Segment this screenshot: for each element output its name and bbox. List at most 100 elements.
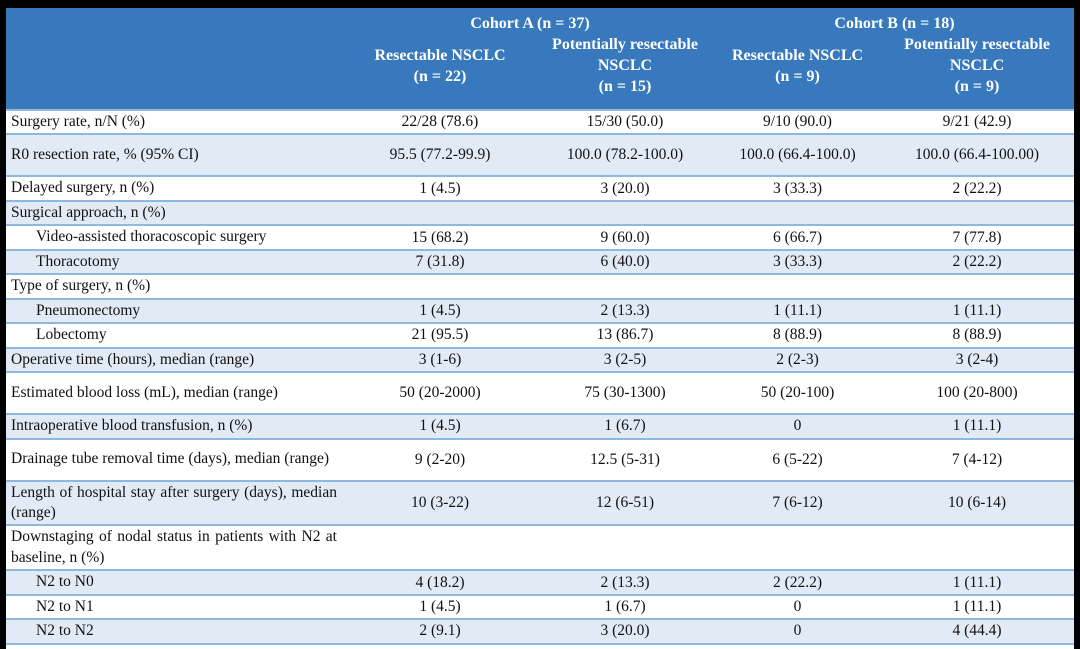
cell-value: 9/10 (90.0) — [715, 108, 880, 136]
row-label: N2 to N2 — [6, 619, 345, 645]
cell-value: 9 (60.0) — [535, 225, 715, 251]
surgery-outcomes-table: Cohort A (n = 37) Cohort B (n = 18) Rese… — [6, 8, 1075, 649]
column-name: Resectable NSCLC — [731, 46, 864, 64]
table-body: Surgery rate, n/N (%) 22/28 (78.6) 15/30 (… — [6, 108, 1075, 649]
table-row: Operative time (hours), median (range) 3 … — [6, 347, 1075, 374]
column-n: (n = 9) — [954, 77, 1000, 95]
cell-value: 100 (20-800) — [880, 372, 1075, 416]
row-label: Length of hospital stay after surgery (d… — [6, 480, 345, 527]
cell-value — [345, 200, 535, 227]
row-label: Surgery rate, n/N (%) — [6, 108, 345, 136]
column-header-row: Resectable NSCLC (n = 22) Potentially re… — [6, 34, 1075, 110]
row-label: Surgical complications, n (%) — [6, 643, 345, 649]
table-row: Delayed surgery, n (%) 1 (4.5) 3 (20.0) 3 (… — [6, 176, 1075, 202]
cell-value: 2 (13.3) — [535, 570, 715, 596]
cell-value: 10 (3-22) — [345, 480, 535, 527]
cell-value: 3 (20.0) — [535, 176, 715, 202]
row-label: Pneumonectomy — [6, 298, 345, 325]
row-label: Delayed surgery, n (%) — [6, 176, 345, 202]
cell-value: 2 (22.2) — [715, 570, 880, 596]
cell-value: 0 — [715, 643, 880, 649]
table-row: Surgery rate, n/N (%) 22/28 (78.6) 15/30 (… — [6, 108, 1075, 136]
cell-value: 0 — [715, 594, 880, 621]
cell-value — [880, 274, 1075, 300]
cell-value: 1 (11.1) — [880, 298, 1075, 325]
table-row: N2 to N1 1 (4.5) 1 (6.7) 0 1 (11.1) — [6, 594, 1075, 621]
column-name: Potentially resectable NSCLC — [552, 36, 698, 75]
row-label: Downstaging of nodal status in patients … — [6, 525, 345, 572]
cell-value: 1 (11.1) — [715, 298, 880, 325]
cell-value: 1 (11.1) — [880, 414, 1075, 440]
cell-value: 10 (6-14) — [880, 480, 1075, 527]
cell-value: 0 — [880, 643, 1075, 649]
cell-value: 9/21 (42.9) — [880, 108, 1075, 136]
row-label: N2 to N1 — [6, 594, 345, 621]
cell-value: 3 (33.3) — [715, 249, 880, 276]
table-row: R0 resection rate, % (95% CI) 95.5 (77.2-… — [6, 134, 1075, 178]
cell-value: 1 (11.1) — [880, 594, 1075, 621]
row-label: N2 to N0 — [6, 570, 345, 596]
cell-value: 0 — [715, 619, 880, 645]
table-row: Lobectomy 21 (95.5) 13 (86.7) 8 (88.9) 8 (88… — [6, 323, 1075, 349]
cell-value: 100.0 (66.4-100.00) — [880, 134, 1075, 178]
header-corner-cell — [6, 8, 345, 110]
cell-value: 7 (4-12) — [880, 438, 1075, 482]
cell-value: 3 (20.0) — [535, 643, 715, 649]
cell-value: 1 (4.5) — [345, 414, 535, 440]
cell-value — [715, 200, 880, 227]
column-n: (n = 9) — [775, 67, 820, 85]
table-row: Surgical complications, n (%)1 (4.5)3 (2… — [6, 643, 1075, 649]
column-header-resectable-b: Resectable NSCLC (n = 9) — [715, 34, 880, 110]
cell-value: 1 (4.5) — [345, 298, 535, 325]
table-row: Video-assisted thoracoscopic surgery 15 (… — [6, 225, 1075, 251]
cell-value: 12 (6-51) — [535, 480, 715, 527]
cell-value: 75 (30-1300) — [535, 372, 715, 416]
cell-value: 6 (66.7) — [715, 225, 880, 251]
table-row: Intraoperative blood transfusion, n (%) 1… — [6, 414, 1075, 440]
row-label: Lobectomy — [6, 323, 345, 349]
column-header-resectable-a: Resectable NSCLC (n = 22) — [345, 34, 535, 110]
cell-value — [715, 274, 880, 300]
column-header-potentially-resectable-a: Potentially resectable NSCLC (n = 15) — [535, 34, 715, 110]
cell-value: 13 (86.7) — [535, 323, 715, 349]
cell-value: 8 (88.9) — [880, 323, 1075, 349]
row-label: Intraoperative blood transfusion, n (%) — [6, 414, 345, 440]
column-n: (n = 15) — [598, 77, 652, 95]
cell-value — [880, 200, 1075, 227]
table-row: Downstaging of nodal status in patients … — [6, 525, 1075, 572]
cell-value: 7 (31.8) — [345, 249, 535, 276]
cell-value: 4 (18.2) — [345, 570, 535, 596]
cell-value: 100.0 (78.2-100.0) — [535, 134, 715, 178]
row-label: Video-assisted thoracoscopic surgery — [6, 225, 345, 251]
row-label: Thoracotomy — [6, 249, 345, 276]
table-row: N2 to N0 4 (18.2) 2 (13.3) 2 (22.2) 1 (11.1) — [6, 570, 1075, 596]
cell-value: 2 (9.1) — [345, 619, 535, 645]
cell-value: 0 — [715, 414, 880, 440]
cohort-a-header: Cohort A (n = 37) — [345, 8, 715, 34]
cell-value: 3 (2-5) — [535, 347, 715, 374]
row-label: Estimated blood loss (mL), median (range… — [6, 372, 345, 416]
cohort-header-row: Cohort A (n = 37) Cohort B (n = 18) — [6, 8, 1075, 110]
row-label: Surgical approach, n (%) — [6, 200, 345, 227]
cell-value — [535, 525, 715, 572]
cohort-b-header: Cohort B (n = 18) — [715, 8, 1075, 34]
table-row: Surgical approach, n (%) — [6, 200, 1075, 227]
cell-value: 100.0 (66.4-100.0) — [715, 134, 880, 178]
cell-value: 3 (33.3) — [715, 176, 880, 202]
table-row: N2 to N2 2 (9.1) 3 (20.0) 0 4 (44.4) — [6, 619, 1075, 645]
row-label: Operative time (hours), median (range) — [6, 347, 345, 374]
cell-value: 50 (20-100) — [715, 372, 880, 416]
cell-value: 1 (4.5) — [345, 643, 535, 649]
cell-value: 9 (2-20) — [345, 438, 535, 482]
cell-value — [345, 274, 535, 300]
table-row: Length of hospital stay after surgery (d… — [6, 480, 1075, 527]
cell-value: 1 (6.7) — [535, 414, 715, 440]
cell-value: 4 (44.4) — [880, 619, 1075, 645]
cell-value: 22/28 (78.6) — [345, 108, 535, 136]
column-name: Potentially resectable NSCLC — [904, 36, 1050, 75]
table-row: Type of surgery, n (%) — [6, 274, 1075, 300]
column-n: (n = 22) — [413, 67, 467, 85]
cell-value — [535, 200, 715, 227]
cell-value: 1 (6.7) — [535, 594, 715, 621]
